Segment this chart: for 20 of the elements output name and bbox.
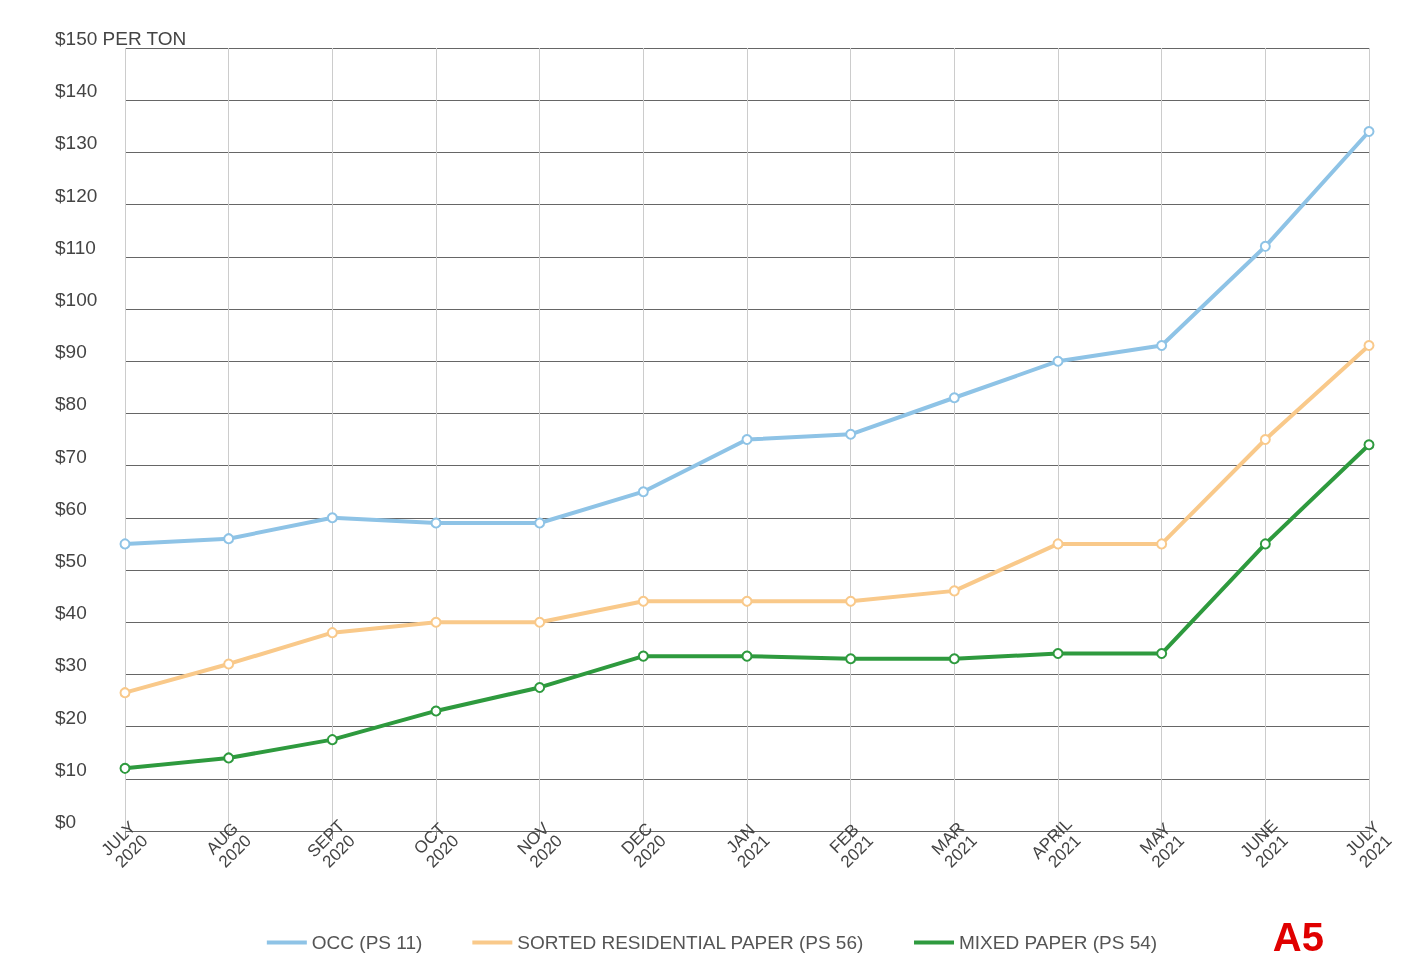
y-tick-label: $90 [55, 341, 87, 363]
y-tick-label: $10 [55, 758, 87, 780]
y-tick-label: $50 [55, 550, 87, 571]
legend-label: OCC (PS 11) [311, 932, 423, 953]
y-tick-label: $60 [55, 497, 87, 519]
y-tick-label: $40 [55, 602, 87, 624]
legend-label: MIXED PAPER (PS 54) [959, 932, 1158, 953]
y-tick-label: $80 [55, 393, 87, 415]
y-tick-label: $140 [55, 80, 98, 102]
y-tick-label: $150 PER TON [55, 28, 187, 49]
text: A5 [1272, 915, 1324, 957]
y-tick-label: $70 [55, 445, 87, 467]
y-tick-label: $100 [55, 289, 98, 310]
y-tick-label: $0 [55, 811, 77, 832]
y-tick-label: $120 [55, 184, 98, 206]
y-tick-label: $110 [55, 236, 96, 258]
y-tick-label: $30 [55, 654, 87, 676]
y-tick-label: $130 [55, 132, 98, 154]
legend-label: SORTED RESIDENTIAL PAPER (PS 56) [517, 932, 864, 953]
y-tick-label: $20 [55, 706, 87, 728]
